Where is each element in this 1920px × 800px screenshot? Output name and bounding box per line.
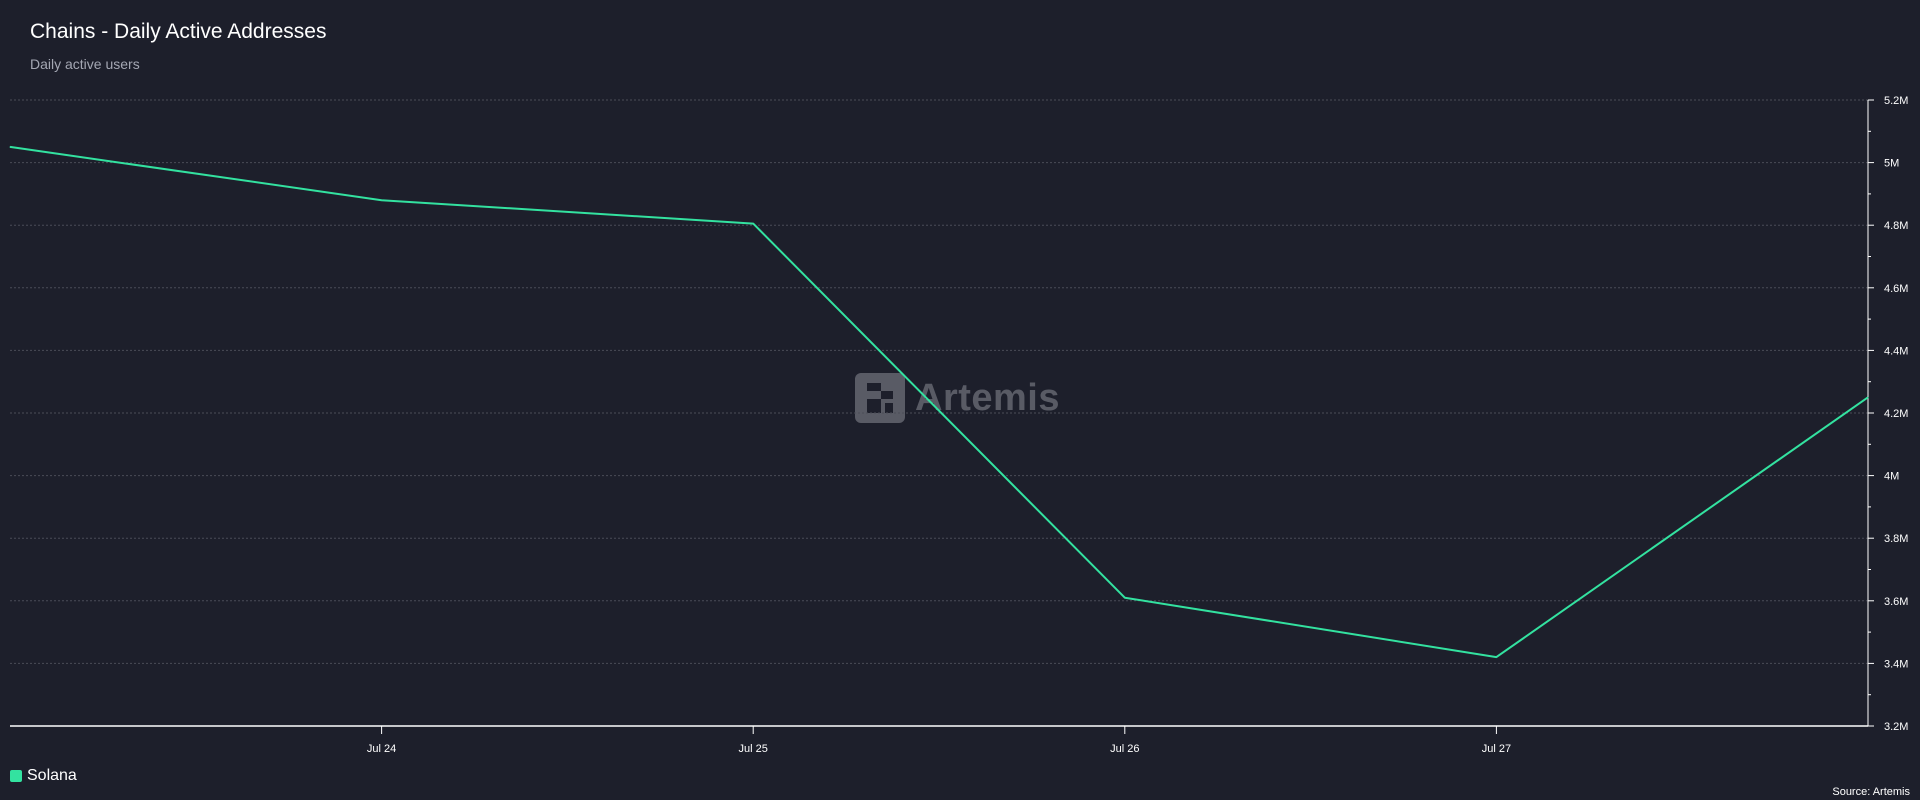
y-tick-label: 4.4M: [1884, 345, 1908, 357]
y-tick-label: 5.2M: [1884, 95, 1908, 107]
data-point: [1495, 656, 1497, 658]
y-tick-label: 3.4M: [1884, 658, 1908, 670]
y-tick-label: 4M: [1884, 471, 1899, 483]
source-note: Source: Artemis: [1832, 786, 1910, 798]
y-tick-label: 4.2M: [1884, 408, 1908, 420]
x-tick-label: Jul 24: [367, 743, 396, 755]
axes: [10, 99, 1874, 734]
grid-lines: [10, 99, 1868, 664]
legend-label-solana: Solana: [27, 767, 77, 784]
data-point: [381, 199, 383, 201]
y-tick-label: 4.6M: [1884, 283, 1908, 295]
y-tick-label: 3.6M: [1884, 596, 1908, 608]
y-tick-label: 5M: [1884, 158, 1899, 170]
x-tick-label: Jul 27: [1482, 743, 1511, 755]
data-point: [1124, 597, 1126, 599]
artemis-logo-icon: [855, 373, 905, 423]
data-point: [1867, 396, 1869, 398]
legend: Solana: [10, 767, 77, 785]
y-tick-label: 3.2M: [1884, 721, 1908, 733]
y-tick-label: 3.8M: [1884, 533, 1908, 545]
data-point: [9, 146, 11, 148]
x-tick-label: Jul 26: [1110, 743, 1139, 755]
data-point: [752, 223, 754, 225]
x-tick-label: Jul 25: [739, 743, 768, 755]
chart-title: Chains - Daily Active Addresses: [30, 20, 327, 43]
chart-subtitle: Daily active users: [30, 56, 140, 72]
legend-swatch-solana: [10, 770, 22, 782]
series-line-solana: [9, 145, 1869, 659]
tick-labels: 3.2M 3.4M 3.6M 3.8M 4M 4.2M 4.4M 4.6M 4.8M 5M 5.2M…: [367, 95, 1909, 755]
series: [9, 145, 1869, 659]
y-tick-label: 4.8M: [1884, 220, 1908, 232]
